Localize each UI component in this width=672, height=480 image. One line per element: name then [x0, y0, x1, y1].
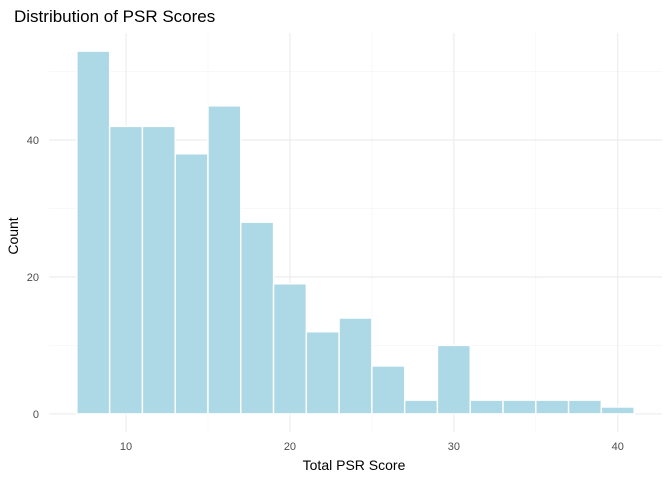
histogram-bar — [207, 105, 242, 415]
y-tick-label: 0 — [33, 409, 39, 421]
histogram-bar — [108, 125, 144, 415]
y-axis-ticks: 0 20 40 — [27, 135, 39, 421]
x-tick-label: 40 — [612, 441, 624, 453]
histogram-bar — [305, 331, 340, 415]
histogram-bars — [76, 50, 635, 415]
histogram-bar — [436, 344, 471, 415]
x-axis-title: Total PSR Score — [303, 457, 406, 473]
histogram-bar — [174, 153, 209, 415]
histogram-bar — [76, 50, 111, 415]
x-tick-label: 20 — [284, 441, 296, 453]
histogram-bar — [141, 125, 176, 415]
histogram-bar — [403, 399, 439, 415]
histogram-bar — [600, 406, 635, 415]
x-tick-label: 10 — [120, 441, 132, 453]
histogram-bar — [240, 221, 275, 415]
y-tick-label: 20 — [27, 272, 39, 284]
histogram-bar — [338, 317, 373, 415]
histogram-bar — [535, 399, 570, 415]
histogram-bar — [567, 399, 603, 415]
y-axis-title: Count — [5, 217, 21, 254]
histogram-bar — [469, 399, 504, 415]
histogram-bar — [272, 283, 308, 415]
x-axis-ticks: 10 20 30 40 — [120, 441, 624, 453]
histogram-bar — [502, 399, 537, 415]
histogram-bar — [371, 365, 406, 415]
x-tick-label: 30 — [448, 441, 460, 453]
chart-title: Distribution of PSR Scores — [14, 7, 215, 26]
y-tick-label: 40 — [27, 135, 39, 147]
